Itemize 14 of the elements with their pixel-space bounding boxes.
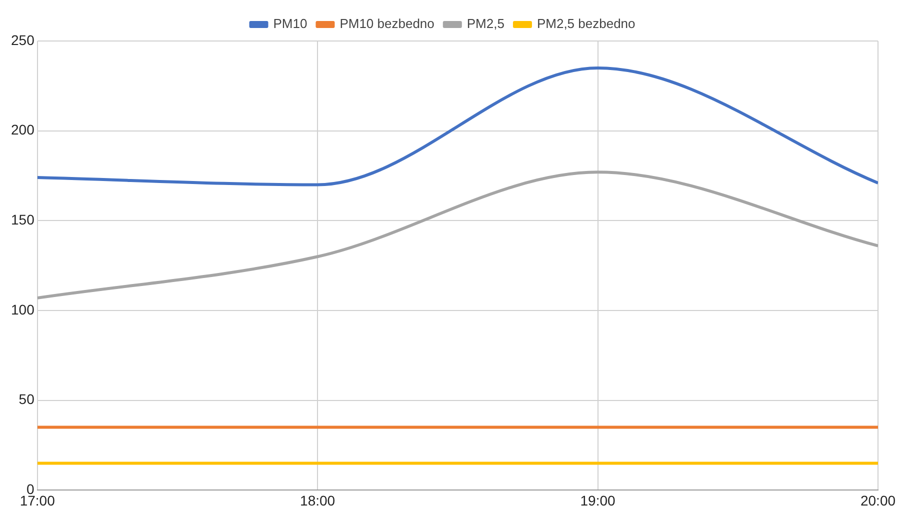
line-series (37, 170, 878, 300)
y-tick-label: 250 (11, 32, 35, 48)
legend-label: PM2,5 (466, 16, 504, 32)
legend-label: PM2,5 bezbedno (536, 16, 636, 32)
y-tick-label: 100 (11, 301, 35, 318)
legend-label: PM10 bezbedno (340, 16, 434, 32)
x-tick-label: 20:00 (860, 492, 896, 508)
line-series (37, 66, 878, 186)
y-tick-label: 150 (11, 212, 35, 228)
x-tick-label: 19:00 (580, 492, 616, 508)
y-tick-label: 50 (18, 391, 35, 408)
legend-label: PM10 (273, 16, 308, 32)
x-tick-label: 18:00 (300, 492, 336, 508)
y-tick-label: 200 (11, 122, 35, 138)
